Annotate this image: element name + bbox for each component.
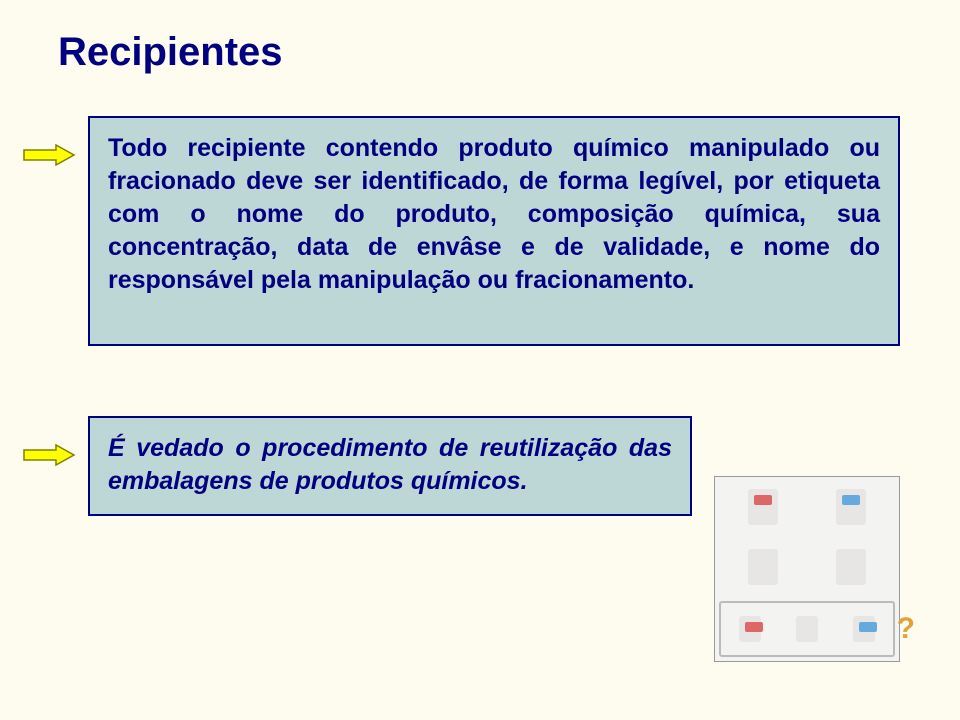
content-box-2: É vedado o procedimento de reutilização … (88, 416, 692, 516)
question-mark-icon: ? (897, 612, 915, 646)
slide: Recipientes Todo recipiente contendo pro… (0, 0, 960, 720)
bullet-arrow-2 (22, 444, 76, 466)
containers-illustration: ? (714, 476, 900, 662)
arrow-icon (24, 445, 74, 465)
bullet-arrow-1 (22, 144, 76, 166)
page-title: Recipientes (58, 30, 910, 75)
content-box-1: Todo recipiente contendo produto químico… (88, 116, 900, 346)
arrow-icon (24, 145, 74, 165)
